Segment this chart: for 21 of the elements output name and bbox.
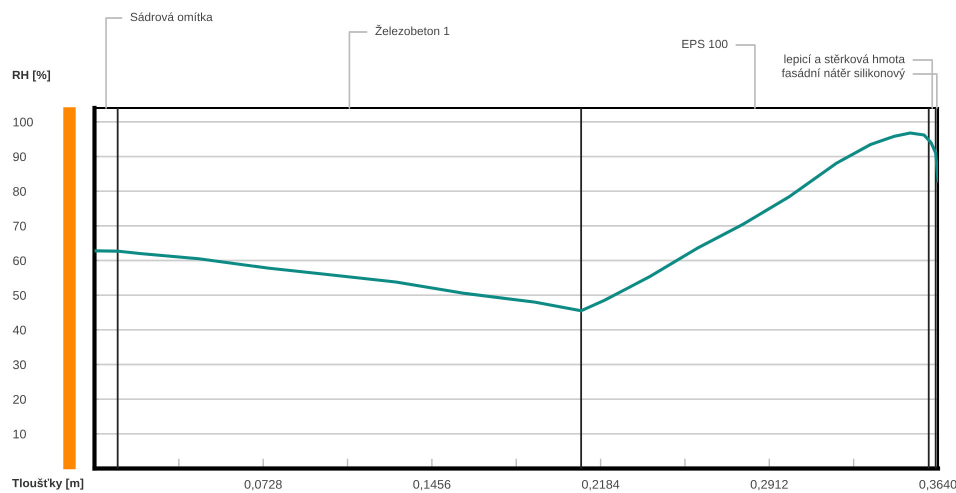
x-axis-title: Tloušťky [m]	[12, 478, 84, 490]
text: Železobeton 1	[375, 24, 450, 36]
y-tick-label: 70	[13, 222, 26, 231]
annotation: fasádní nátěr silikonový	[782, 68, 905, 80]
x-tick-label: 0,0728	[244, 480, 282, 490]
y-tick-label: 20	[13, 394, 26, 404]
text: EPS 100	[682, 40, 728, 48]
x-tick-label: 0,2912	[750, 480, 788, 490]
x-tick-label: 0,2184	[582, 480, 620, 490]
y-tick-label: 60	[13, 256, 26, 266]
y-tick-label: 30	[13, 360, 26, 370]
annotation: lepicí a stěrková hmota	[784, 54, 906, 66]
y-tick-label: 10	[14, 430, 26, 438]
y-tick-label: 80	[13, 186, 26, 196]
y-tick-label: 90	[13, 152, 26, 162]
y-tick-label: 100	[14, 118, 33, 127]
text: Sádrová omítka	[130, 12, 213, 22]
y-tick-label: 40	[12, 326, 26, 334]
y-tick-label: 50	[13, 290, 26, 300]
y-axis-title: RH [%]	[12, 70, 50, 82]
x-tick-label: 0,1456	[413, 480, 450, 490]
